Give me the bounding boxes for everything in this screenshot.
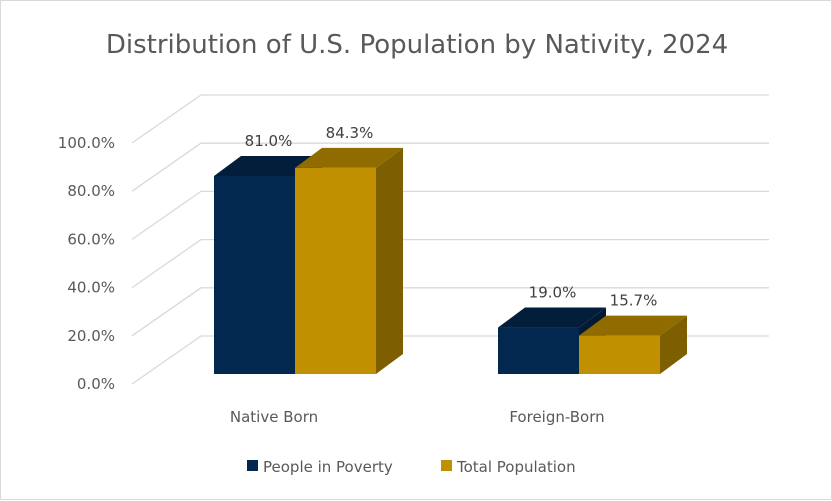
data-label: 15.7% bbox=[610, 292, 658, 310]
x-category-label: Native Born bbox=[230, 408, 318, 426]
y-tick-label: 0.0% bbox=[77, 375, 115, 393]
data-label: 81.0% bbox=[245, 132, 293, 150]
y-tick-label: 80.0% bbox=[67, 182, 115, 200]
bar-side bbox=[376, 147, 403, 374]
chart-title: Distribution of U.S. Population by Nativ… bbox=[106, 30, 728, 60]
gridline bbox=[131, 142, 769, 192]
legend-swatch bbox=[441, 460, 452, 471]
x-category-label: Foreign-Born bbox=[509, 408, 604, 426]
bars bbox=[214, 147, 687, 374]
data-labels: 81.0% 84.3% 19.0% 15.7% bbox=[245, 124, 658, 310]
bar-top bbox=[579, 315, 687, 336]
gridline bbox=[131, 94, 769, 144]
y-tick-label: 20.0% bbox=[67, 327, 115, 345]
bar-total-population-native-born bbox=[295, 147, 403, 374]
bar-front bbox=[214, 176, 295, 374]
legend-label: People in Poverty bbox=[263, 458, 393, 476]
x-axis-categories: Native Born Foreign-Born bbox=[230, 408, 605, 426]
y-tick-label: 100.0% bbox=[58, 134, 115, 152]
legend: People in Poverty Total Population bbox=[247, 458, 576, 476]
legend-label: Total Population bbox=[456, 458, 576, 476]
gridline bbox=[131, 238, 769, 289]
data-label: 84.3% bbox=[326, 124, 374, 142]
y-tick-label: 40.0% bbox=[67, 279, 115, 297]
legend-item: People in Poverty bbox=[247, 458, 393, 476]
gridline bbox=[131, 287, 769, 337]
bar-front bbox=[498, 327, 579, 374]
bar-front bbox=[579, 335, 660, 374]
bar-top bbox=[498, 307, 606, 328]
legend-item: Total Population bbox=[441, 458, 576, 476]
bar-side bbox=[660, 315, 687, 374]
y-axis-ticks: 0.0% 20.0% 40.0% 60.0% 80.0% 100.0% bbox=[58, 134, 115, 393]
data-label: 19.0% bbox=[529, 284, 577, 302]
bar-total-population-foreign-born bbox=[579, 315, 687, 374]
bar-front bbox=[295, 167, 376, 374]
legend-swatch bbox=[247, 460, 258, 471]
gridline bbox=[131, 190, 769, 240]
y-tick-label: 60.0% bbox=[67, 230, 115, 248]
bar-top bbox=[295, 147, 403, 168]
